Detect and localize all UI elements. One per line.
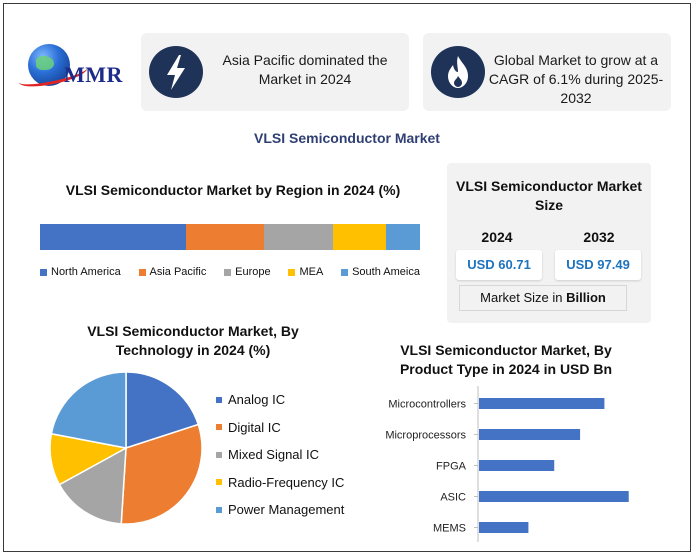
- pie-slice-power-management: [50, 371, 127, 449]
- legend-swatch: [216, 396, 222, 403]
- year-2024: 2024: [481, 229, 513, 245]
- technology-legend-item: Mixed Signal IC: [216, 441, 344, 469]
- lightning-bolt-icon: [149, 46, 203, 98]
- info-card-region: Asia Pacific dominated the Market in 202…: [141, 33, 409, 111]
- bar-microcontrollers: [479, 398, 605, 409]
- technology-legend-label: Analog IC: [228, 392, 286, 408]
- technology-legend-label: Mixed Signal IC: [228, 447, 320, 463]
- unit-prefix: Market Size in: [480, 290, 567, 305]
- technology-legend-label: Radio-Frequency IC: [228, 474, 345, 490]
- region-stacked-bar: [40, 224, 420, 250]
- pie-slice-analog-ic: [125, 371, 200, 450]
- region-bar-segment-south-ameica: [385, 224, 420, 250]
- bar-mems: [479, 522, 529, 533]
- logo-text: MMR: [64, 62, 123, 87]
- technology-legend-label: Power Management: [228, 502, 345, 518]
- region-legend-label: North America: [51, 266, 121, 278]
- unit-bold: Billion: [566, 290, 606, 305]
- technology-legend-item: Power Management: [216, 496, 344, 524]
- region-legend: North America Asia Pacific Europe MEA South …: [40, 266, 420, 278]
- region-legend-item: MEA: [288, 266, 323, 278]
- region-legend-item: Asia Pacific: [138, 266, 207, 278]
- bar-label-microprocessors: Microprocessors: [385, 430, 466, 442]
- region-legend-label: Asia Pacific: [149, 266, 207, 278]
- info-card-cagr: Global Market to grow at a CAGR of 6.1% …: [423, 33, 671, 111]
- globe-icon: [28, 44, 70, 86]
- region-bar-segment-north-america: [40, 224, 187, 250]
- year-2032: 2032: [583, 229, 615, 245]
- region-bar-segment-mea: [332, 224, 386, 250]
- bar-microprocessors: [479, 429, 581, 440]
- region-legend-label: Europe: [235, 266, 271, 278]
- region-legend-item: South Ameica: [341, 266, 420, 278]
- market-size-title: VLSI Semiconductor Market Size: [456, 178, 642, 213]
- legend-swatch: [40, 268, 47, 276]
- legend-swatch: [216, 479, 222, 486]
- bar-label-microcontrollers: Microcontrollers: [388, 399, 466, 411]
- technology-legend: Analog IC Digital IC Mixed Signal IC Radio-…: [216, 386, 344, 524]
- legend-swatch: [341, 268, 349, 276]
- region-legend-label: South Ameica: [352, 266, 420, 278]
- technology-legend-item: Analog IC: [216, 386, 344, 414]
- technology-chart-title: VLSI Semiconductor Market, By Technology…: [87, 323, 299, 358]
- legend-swatch: [216, 506, 222, 513]
- product-bar-chart: Microcontrollers Microprocessors FPGA ASIC M…: [385, 386, 629, 542]
- technology-legend-item: Radio-Frequency IC: [216, 469, 344, 497]
- legend-swatch: [216, 424, 222, 431]
- legend-swatch: [224, 268, 232, 276]
- value-2024: USD 60.71: [456, 250, 542, 280]
- market-size-unit: Market Size in Billion: [459, 285, 627, 311]
- technology-legend-label: Digital IC: [228, 419, 281, 435]
- bar-label-asic: ASIC: [440, 492, 466, 504]
- region-bar-segment-europe: [264, 224, 333, 250]
- technology-legend-item: Digital IC: [216, 414, 344, 442]
- legend-swatch: [288, 268, 296, 276]
- mmr-logo: MMR: [16, 42, 133, 100]
- main-title: VLSI Semiconductor Market: [254, 130, 440, 146]
- region-bar-segment-asia-pacific: [186, 224, 265, 250]
- product-chart-title: VLSI Semiconductor Market, By Product Ty…: [399, 342, 613, 377]
- region-chart-title: VLSI Semiconductor Market by Region in 2…: [65, 182, 401, 198]
- bar-label-mems: MEMS: [433, 523, 466, 535]
- card-region-text: Asia Pacific dominated the Market in 202…: [222, 52, 388, 87]
- pie-slice-mixed-signal-ic: [58, 446, 127, 525]
- pie-slice-digital-ic: [120, 423, 203, 525]
- region-legend-item: Europe: [224, 266, 271, 278]
- bar-asic: [479, 491, 629, 502]
- technology-pie-chart: [49, 371, 203, 525]
- flame-icon: [431, 46, 485, 98]
- value-2032: USD 97.49: [555, 250, 641, 280]
- region-legend-label: MEA: [299, 266, 324, 278]
- bar-fpga: [479, 460, 555, 471]
- legend-swatch: [138, 268, 146, 276]
- region-legend-item: North America: [40, 266, 121, 278]
- bar-label-fpga: FPGA: [436, 461, 467, 473]
- market-size-panel: VLSI Semiconductor Market Size 2024 2032…: [447, 163, 651, 323]
- card-cagr-text: Global Market to grow at a CAGR of 6.1% …: [488, 52, 664, 106]
- legend-swatch: [216, 451, 222, 458]
